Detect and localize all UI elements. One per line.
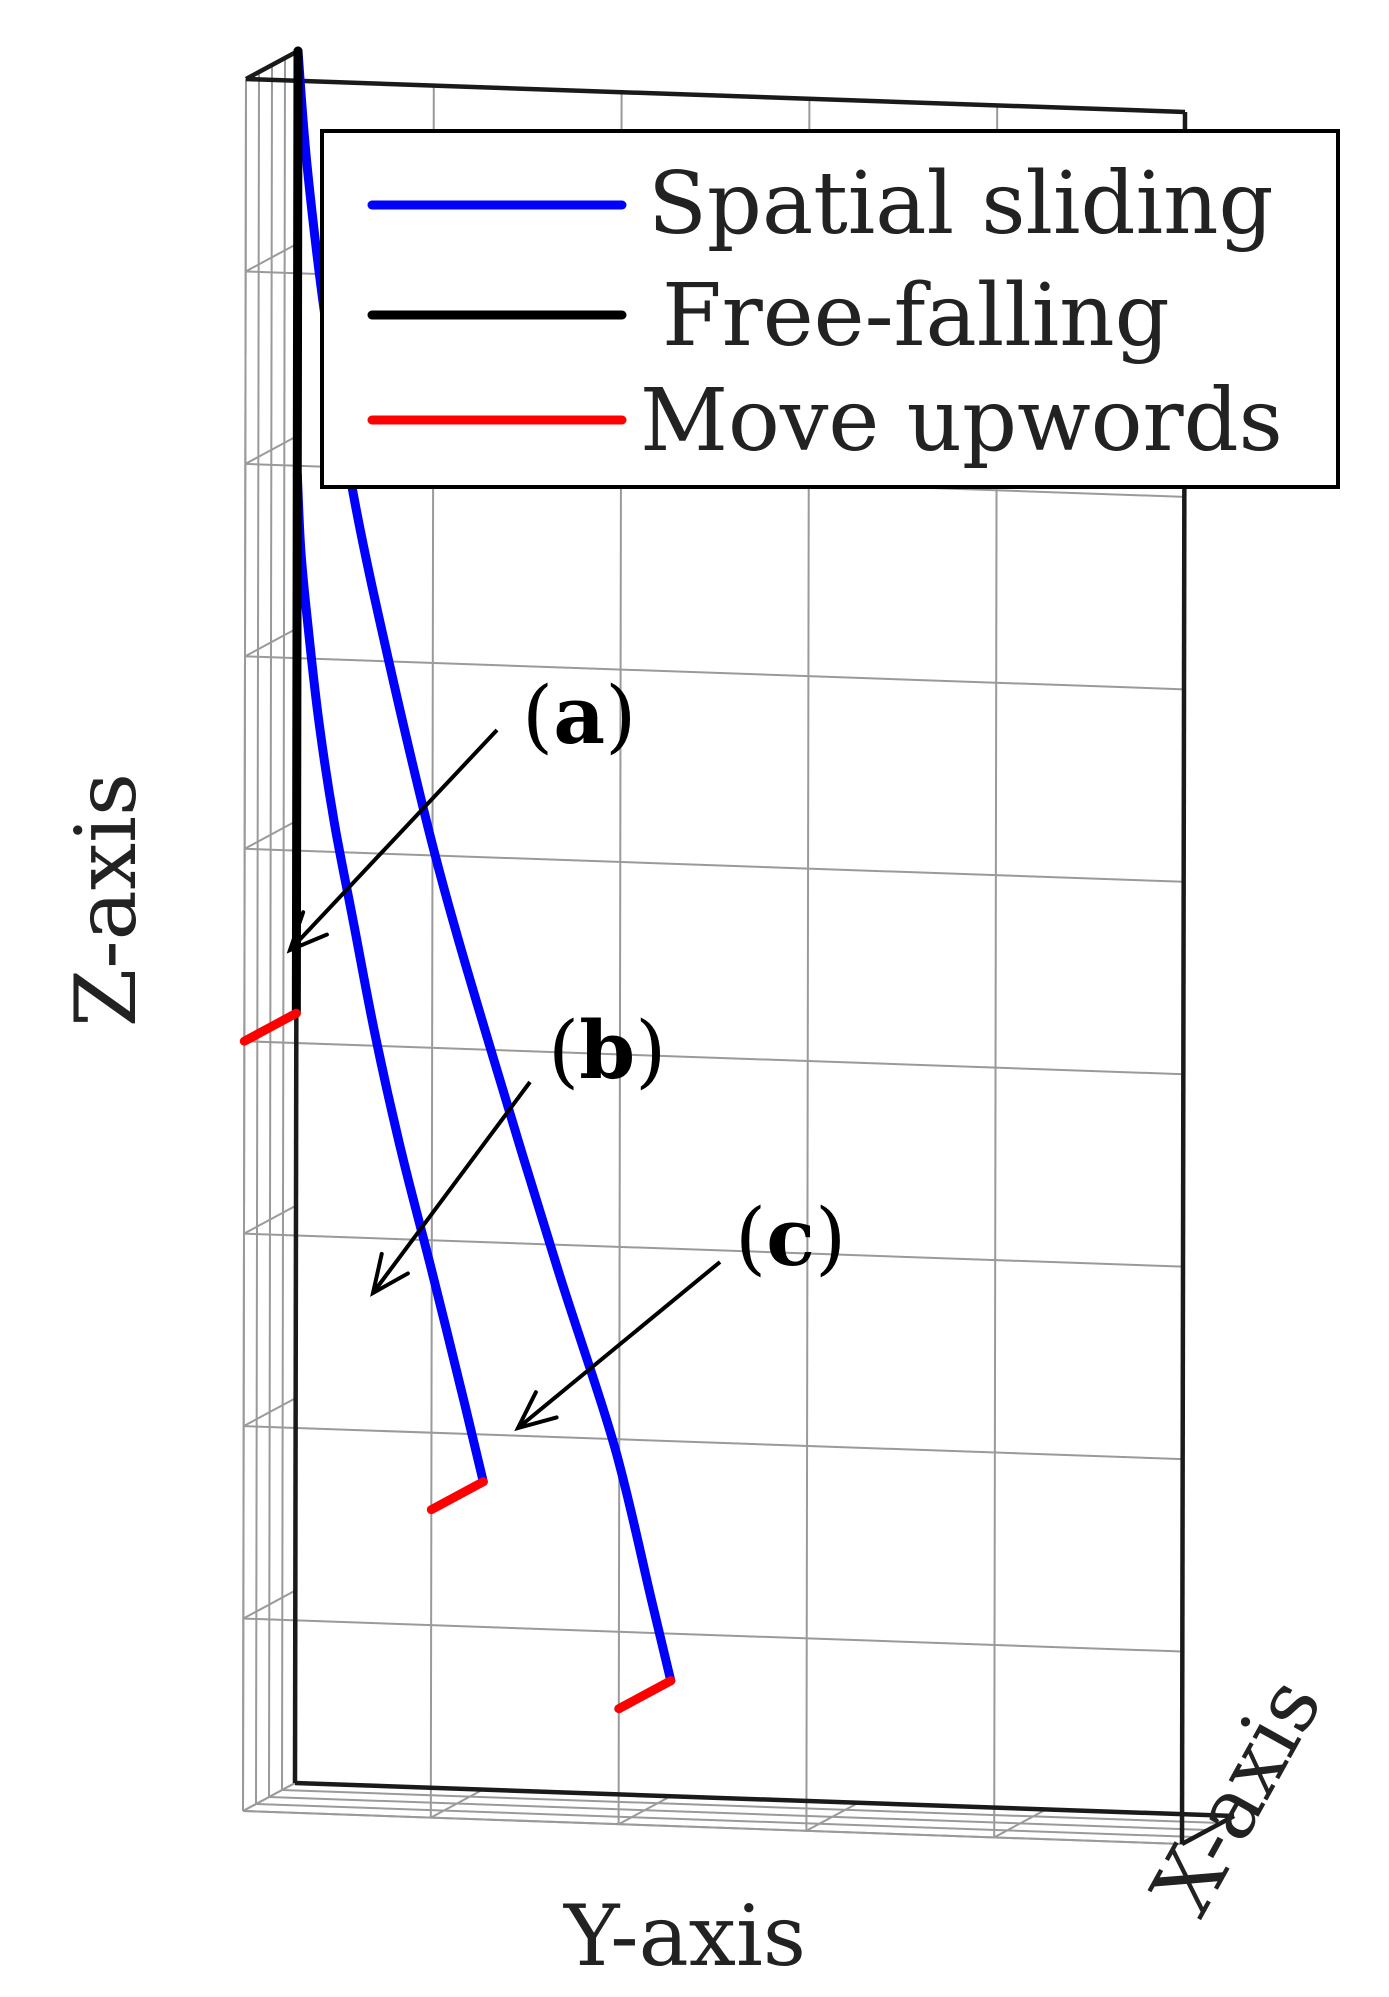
z-axis-label: Z-axis <box>57 773 155 1027</box>
series-line-free-falling-2 <box>291 46 303 1018</box>
series-line-move-upwords-4 <box>426 1477 488 1515</box>
grid-line-floor-x <box>281 1789 1222 1824</box>
legend-label-free-falling: Free-falling <box>662 266 1170 366</box>
legend-label-spatial-sliding: Spatial sliding <box>648 154 1274 254</box>
box-edge-right-depth <box>1180 1814 1236 1846</box>
annotation-label-a: (a) <box>522 668 636 762</box>
grid-line-back-z <box>244 1040 1184 1076</box>
grid-line-back-z <box>243 1617 1183 1653</box>
grid-line-floor-x <box>255 1803 1196 1838</box>
series-line-move-upwords-5 <box>614 1676 676 1714</box>
legend: Spatial sliding Free-falling Move upword… <box>320 129 1340 489</box>
box-edge-top-back <box>245 76 1186 115</box>
annotation-arrow-a-head <box>286 910 329 954</box>
grid-line-floor-y <box>430 1788 484 1819</box>
box-edge-front-bottom <box>294 1780 1235 1819</box>
grid-line-back-z <box>244 847 1184 883</box>
annotation-arrow-b-head <box>370 1251 410 1297</box>
annotation-arrow-b <box>371 1080 532 1295</box>
grid-line-side-x <box>255 71 260 1805</box>
grid-line-floor-x <box>268 1796 1209 1831</box>
grid-line-floor-y <box>993 1808 1047 1839</box>
x-axis-label: X-axis <box>1133 1662 1341 1930</box>
annotation-label-c: (c) <box>735 1190 846 1284</box>
annotation-arrows <box>286 728 722 1432</box>
grid-line-side-x <box>242 78 247 1812</box>
grid-line-back-z <box>244 655 1185 691</box>
annotation-arrow-c-head <box>514 1390 559 1432</box>
grid-line-back-z <box>243 1232 1184 1268</box>
grid-line-floor-y <box>242 1782 296 1812</box>
annotation-arrow-a <box>288 728 499 952</box>
grid-line-floor-x <box>242 1810 1183 1845</box>
series-line-move-upwords-3 <box>239 1008 301 1046</box>
annotation-arrow-c <box>516 1260 722 1430</box>
annotation-label-b: (b) <box>548 1003 666 1097</box>
box-edge-top-left <box>244 49 300 81</box>
grid-line-back-z <box>243 1425 1183 1461</box>
grid-line-floor-y <box>805 1801 859 1832</box>
grid-line-floor-y <box>618 1795 672 1826</box>
y-axis-label: Y-axis <box>563 1887 806 1985</box>
grid-line-side-x <box>268 64 273 1798</box>
grid-line-side-x <box>281 57 286 1791</box>
legend-label-move-upwords: Move upwords <box>640 371 1283 471</box>
series-line-spatial-sliding-0 <box>292 469 488 1487</box>
legend-box <box>320 129 1340 489</box>
